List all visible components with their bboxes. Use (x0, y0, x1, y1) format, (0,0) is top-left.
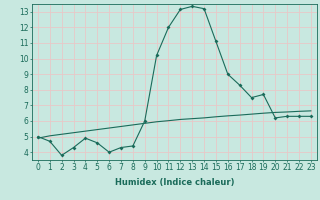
X-axis label: Humidex (Indice chaleur): Humidex (Indice chaleur) (115, 178, 234, 187)
